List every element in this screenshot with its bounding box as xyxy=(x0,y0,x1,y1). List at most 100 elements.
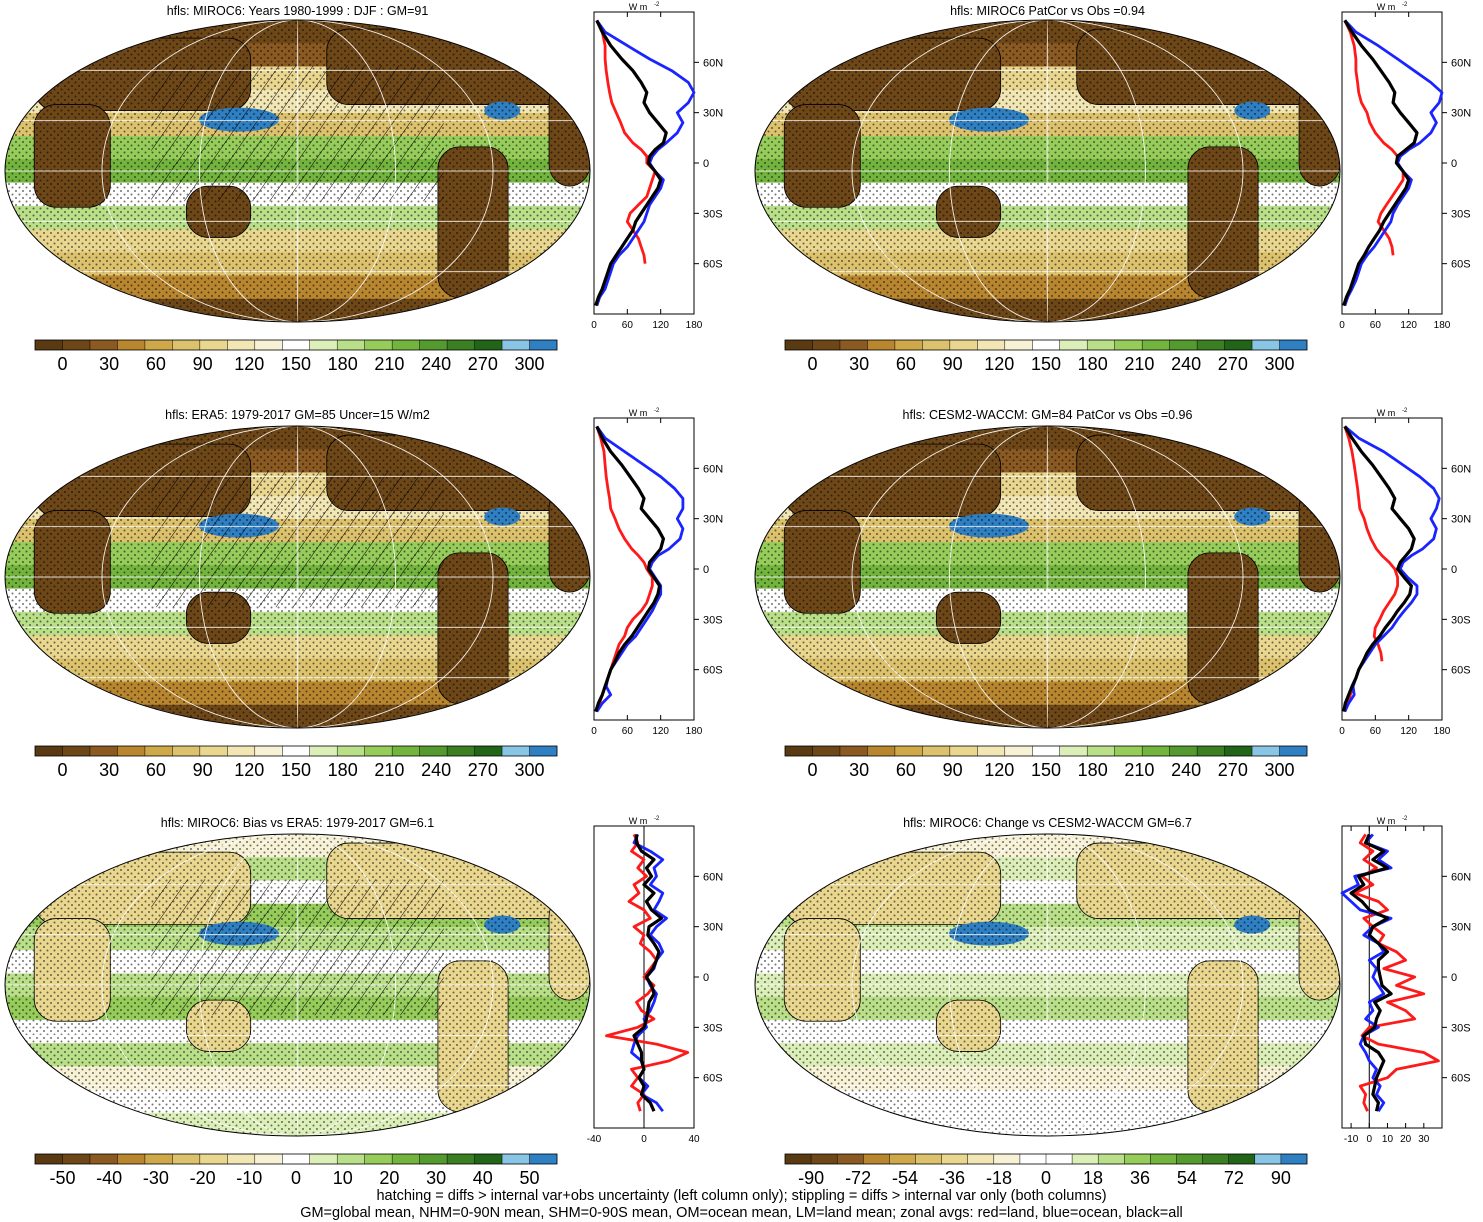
colorbar-swatch xyxy=(993,1154,1021,1164)
colorbar-swatch xyxy=(89,746,118,756)
colorbar-tick-label: 18 xyxy=(1083,1168,1103,1188)
colorbar-swatch xyxy=(502,746,530,756)
x-tick-label: 120 xyxy=(652,726,669,737)
colorbar-swatch xyxy=(941,1154,968,1164)
colorbar-swatch xyxy=(863,1154,890,1164)
x-tick-label: 20 xyxy=(1400,1134,1412,1145)
zonal-mean-plot: W m -2 0 60 120 180 60N 30N 0 30S 60S xyxy=(591,408,723,737)
lat-tick-label: 60S xyxy=(703,1073,723,1085)
colorbar-swatch xyxy=(1142,340,1170,350)
colorbar-swatch xyxy=(282,1154,311,1164)
graticule-meridian xyxy=(1046,834,1049,1136)
x-tick-label: 0 xyxy=(1366,1134,1372,1145)
colorbar-swatch xyxy=(364,746,393,756)
colorbar-swatch xyxy=(812,746,841,756)
colorbar-tick-label: -50 xyxy=(49,1168,75,1188)
map-border xyxy=(754,425,1341,729)
colorbar-tick-label: 90 xyxy=(1271,1168,1291,1188)
map xyxy=(4,833,591,1137)
colorbar-swatch xyxy=(419,746,448,756)
x-tick-label: 40 xyxy=(688,1134,700,1145)
colorbar-tick-label: 36 xyxy=(1130,1168,1150,1188)
colorbar-tick-label: 150 xyxy=(281,354,311,374)
unit-label: W m xyxy=(1377,408,1396,418)
colorbar-swatch xyxy=(839,746,868,756)
colorbar-swatch xyxy=(172,1154,201,1164)
colorbar-swatch xyxy=(1254,1154,1282,1164)
graticule-meridian xyxy=(199,834,396,1136)
colorbar-swatch xyxy=(172,746,201,756)
colorbar-swatch xyxy=(337,746,365,756)
zonal-mean-all-line xyxy=(632,834,664,1112)
colorbar-tick-label: 240 xyxy=(1171,354,1201,374)
colorbar-tick-label: -30 xyxy=(143,1168,169,1188)
colorbar-tick-label: 40 xyxy=(473,1168,493,1188)
colorbar-swatch xyxy=(1197,746,1225,756)
colorbar-swatch xyxy=(1087,340,1115,350)
map-field xyxy=(755,20,1340,322)
colorbar-tick-label: 60 xyxy=(146,760,166,780)
colorbar-swatch xyxy=(837,1154,864,1164)
colorbar-swatch xyxy=(1252,746,1280,756)
colorbar-swatch xyxy=(922,340,951,350)
colorbar-tick-label: 150 xyxy=(281,760,311,780)
colorbar-swatch xyxy=(35,746,63,756)
colorbar-tick-label: -36 xyxy=(939,1168,965,1188)
lat-tick-label: 30S xyxy=(1451,614,1471,626)
x-tick-label: 60 xyxy=(622,320,634,331)
colorbar-swatch xyxy=(1087,746,1115,756)
map-field xyxy=(755,426,1340,728)
colorbar-frame xyxy=(34,1153,558,1165)
graticule-meridian xyxy=(296,426,299,728)
colorbar-swatch xyxy=(1280,1154,1308,1164)
colorbar-swatch xyxy=(199,746,228,756)
colorbar-swatch xyxy=(392,340,420,350)
zonal-mean-plot: W m -2 0 60 120 180 60N 30N 0 30S 60S xyxy=(1339,2,1471,331)
lat-tick-label: 30N xyxy=(703,514,723,526)
lat-tick-label: 0 xyxy=(1451,158,1457,170)
lat-tick-label: 30S xyxy=(1451,1022,1471,1034)
colorbar-swatch xyxy=(867,746,896,756)
colorbar-swatch xyxy=(502,340,530,350)
map xyxy=(754,19,1341,323)
colorbar-tick-label: 30 xyxy=(426,1168,446,1188)
colorbar-swatch xyxy=(282,746,311,756)
colorbar-swatch xyxy=(227,340,256,350)
x-tick-label: 10 xyxy=(1382,1134,1394,1145)
colorbar-swatch xyxy=(62,746,91,756)
colorbar-swatch xyxy=(172,340,201,350)
zonal-mean-frame xyxy=(1341,825,1443,1129)
lat-tick-label: 60S xyxy=(703,259,723,271)
colorbar-tick-label: 0 xyxy=(807,760,817,780)
map-border xyxy=(4,19,591,323)
colorbar-frame xyxy=(34,339,558,351)
colorbar-swatch xyxy=(1004,340,1033,350)
x-tick-label: 0 xyxy=(591,726,597,737)
colorbar-swatch xyxy=(839,340,868,350)
colorbar-swatch xyxy=(117,746,146,756)
colorbar-tick-label: 270 xyxy=(1218,760,1248,780)
colorbar-swatch xyxy=(89,1154,118,1164)
colorbar-swatch xyxy=(967,1154,995,1164)
graticule-meridian xyxy=(1046,20,1049,322)
lat-tick-label: 30S xyxy=(703,1022,723,1034)
colorbar-frame xyxy=(34,745,558,757)
map-border xyxy=(4,425,591,729)
colorbar-tick-label: 30 xyxy=(99,760,119,780)
lat-tick-label: 60N xyxy=(703,57,723,69)
colorbar-tick-label: 240 xyxy=(1171,760,1201,780)
zonal-mean-plot: W m -2 -10 0 10 20 30 60N 30N 0 30S 60S xyxy=(1340,816,1471,1145)
colorbar-swatch xyxy=(1032,340,1061,350)
colorbar-tick-label: 300 xyxy=(515,760,545,780)
colorbar-swatch xyxy=(1059,340,1088,350)
colorbar-swatch xyxy=(1252,340,1280,350)
zonal-mean-land-line xyxy=(1343,425,1399,713)
x-tick-label: 60 xyxy=(1370,726,1382,737)
graticule-meridian xyxy=(1046,426,1049,728)
graticule-meridian xyxy=(949,426,1146,728)
colorbar-tick-label: 90 xyxy=(193,354,213,374)
colorbar-swatch xyxy=(889,1154,916,1164)
unit-exponent: -2 xyxy=(1402,816,1408,822)
x-tick-label: 180 xyxy=(686,726,703,737)
x-tick-label: 180 xyxy=(686,320,703,331)
